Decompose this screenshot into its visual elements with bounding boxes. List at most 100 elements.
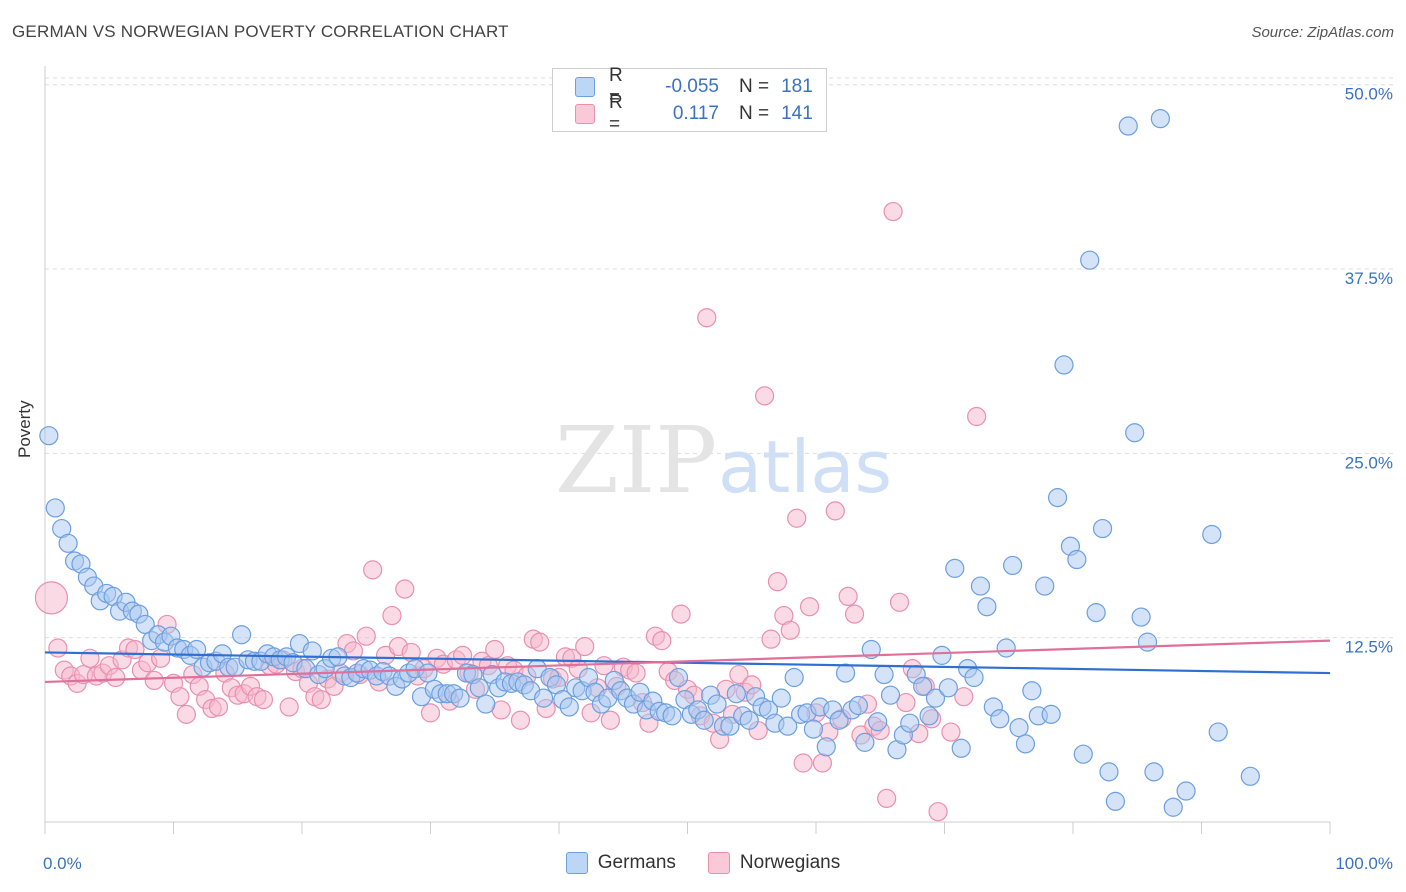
german-point xyxy=(1003,555,1023,576)
german-point xyxy=(990,709,1010,729)
legend-row-germans: R = -0.055 N = 181 xyxy=(575,65,813,108)
norwegian-point xyxy=(395,579,415,599)
german-point xyxy=(1035,576,1055,596)
german-point xyxy=(964,667,984,688)
german-point xyxy=(469,678,489,698)
german-point xyxy=(1067,549,1087,570)
legend-swatch-germans xyxy=(575,77,595,97)
german-point xyxy=(816,737,836,757)
german-point xyxy=(829,710,849,730)
legend-label-germans: Germans xyxy=(597,852,676,873)
german-point xyxy=(1086,603,1106,623)
norwegian-point xyxy=(253,690,274,710)
legend-r-value: 0.117 xyxy=(672,103,719,124)
german-point xyxy=(771,688,791,708)
german-point xyxy=(784,667,804,688)
legend-swatch-germans xyxy=(565,852,588,874)
german-point xyxy=(58,533,78,553)
legend-item-norwegians: Norwegians xyxy=(707,852,841,874)
norwegian-point xyxy=(575,636,595,657)
german-point xyxy=(694,710,714,730)
norwegian-point xyxy=(941,722,961,742)
norwegian-point xyxy=(600,710,621,730)
legend-swatch-norwegians xyxy=(707,852,730,874)
norwegian-point xyxy=(510,710,531,730)
legend-row-norwegians: R = 0.117 N = 141 xyxy=(575,92,813,135)
norwegian-point xyxy=(780,620,800,640)
german-point xyxy=(302,641,322,661)
norwegian-point xyxy=(844,604,865,624)
german-point xyxy=(951,738,971,758)
german-point xyxy=(533,688,554,708)
norwegian-point xyxy=(530,632,550,652)
german-point xyxy=(919,706,939,726)
german-point xyxy=(803,719,824,739)
german-point xyxy=(874,664,894,685)
norwegian-point xyxy=(176,704,196,724)
german-point xyxy=(996,638,1016,658)
german-point xyxy=(778,716,798,736)
correlation-legend: R = -0.055 N = 181 R = 0.117 N = 141 xyxy=(552,65,827,135)
legend-n-label: N = xyxy=(739,103,770,124)
german-point xyxy=(848,695,869,716)
german-point xyxy=(855,732,875,752)
norwegian-point xyxy=(382,605,402,626)
norwegian-point xyxy=(279,697,299,717)
norwegian-point xyxy=(889,592,910,612)
norwegian-point xyxy=(967,406,987,427)
tick-labels: 12.5% 25.0% 37.5% 50.0% 0.0% 100.0% xyxy=(43,85,1393,873)
x-tick-label: 0.0% xyxy=(43,854,82,873)
legend-n-label: N = xyxy=(739,76,770,97)
watermark-zip: ZIP xyxy=(555,407,717,514)
norwegian-point xyxy=(144,670,164,691)
trend-lines xyxy=(44,639,1331,684)
german-point xyxy=(662,706,682,726)
legend-r-label: R = xyxy=(609,65,623,108)
norwegian-point xyxy=(48,638,68,658)
german-points xyxy=(39,109,1260,817)
german-point xyxy=(726,684,746,704)
german-point xyxy=(1150,109,1170,129)
norwegian-point xyxy=(896,692,916,713)
norwegian-point xyxy=(954,687,974,707)
german-point xyxy=(913,676,933,696)
chart-title: GERMAN VS NORWEGIAN POVERTY CORRELATION … xyxy=(12,22,509,41)
norwegian-point xyxy=(787,508,807,528)
norwegian-point xyxy=(420,703,441,723)
y-tick-label: 37.5% xyxy=(1345,269,1393,288)
legend-n-value: 141 xyxy=(781,103,813,124)
german-point xyxy=(135,614,155,635)
german-point xyxy=(1015,734,1036,754)
norwegian-point xyxy=(652,631,672,651)
norwegian-point xyxy=(825,501,845,521)
norwegian-point xyxy=(106,667,126,688)
german-point xyxy=(418,663,438,683)
german-point xyxy=(559,697,579,717)
german-point xyxy=(450,688,470,708)
norwegian-point xyxy=(729,664,749,685)
norwegian-point xyxy=(170,687,190,707)
german-point xyxy=(720,716,740,736)
german-point xyxy=(1047,488,1068,508)
german-point xyxy=(1105,791,1126,811)
gridlines xyxy=(45,77,1393,639)
german-point xyxy=(39,426,59,446)
legend-r-value: -0.055 xyxy=(665,76,719,97)
german-point xyxy=(1208,722,1228,742)
german-point xyxy=(1118,116,1138,136)
german-point xyxy=(861,639,881,660)
norwegian-point xyxy=(799,597,820,617)
german-point xyxy=(1137,632,1158,652)
legend-label-norwegians: Norwegians xyxy=(739,852,841,873)
norwegian-trend-line xyxy=(44,639,1331,684)
x-tick-label: 100.0% xyxy=(1335,854,1393,873)
german-point xyxy=(970,576,991,596)
german-point xyxy=(1073,744,1093,764)
norwegian-point xyxy=(883,201,903,222)
german-point xyxy=(739,710,759,730)
y-tick-label: 12.5% xyxy=(1345,638,1393,657)
german-point xyxy=(938,678,958,698)
legend-n-value: 181 xyxy=(781,76,813,97)
norwegian-point xyxy=(151,648,171,668)
